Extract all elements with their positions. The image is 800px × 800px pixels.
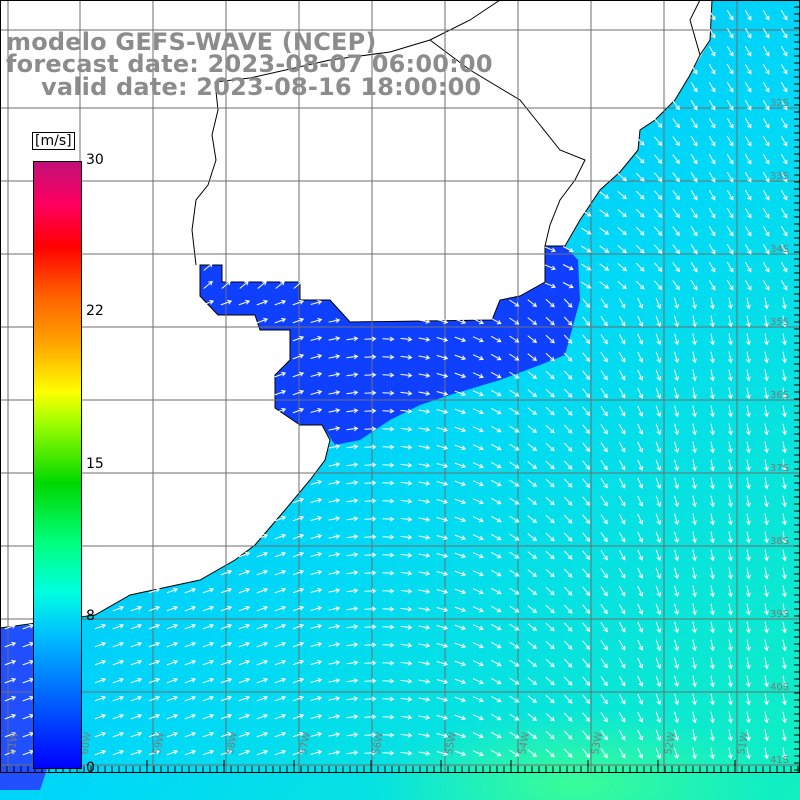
lon-label-55W: 55W [444,731,459,755]
colorbar [33,161,82,769]
colorbar-tick-8: 8 [86,608,95,624]
graticule [0,0,800,772]
lon-label-57W: 57W [298,731,313,755]
lat-label-34S: 34S [770,244,789,255]
colorbar-tick-15: 15 [86,456,104,472]
lon-label-61W: 61W [6,731,21,755]
lat-label-33S: 33S [770,171,789,182]
colorbar-tick-30: 30 [86,152,104,168]
lon-label-52W: 52W [663,731,678,755]
lat-label-36S: 36S [770,390,789,401]
valid-date: valid date: 2023-08-16 18:00:00 [41,73,482,101]
forecast-date: forecast date: 2023-08-07 06:00:00 [6,50,493,78]
lon-label-51W: 51W [736,731,751,755]
longitude-labels: 61W 60W 59W 58W 57W 56W 55W 54W 53W 52W 51W [6,731,751,755]
lon-label-56W: 56W [371,731,386,755]
lat-label-39S: 39S [770,609,789,620]
lat-label-40S: 40S [770,682,789,693]
lat-label-38S: 38S [770,536,789,547]
colorbar-tick-0: 0 [86,760,95,776]
lon-label-59W: 59W [152,731,167,755]
lon-label-53W: 53W [590,731,605,755]
lat-label-32S: 32S [770,98,789,109]
lat-label-37S: 37S [770,463,789,474]
lat-label-41S: 41S [770,755,789,766]
lon-label-54W: 54W [517,731,532,755]
wind-vectors [4,9,788,760]
colorbar-unit: [m/s] [32,132,75,150]
model-title: modelo GEFS-WAVE (NCEP) [6,28,377,56]
lon-label-60W: 60W [79,731,94,755]
latitude-labels: 32S 33S 34S 35S 36S 37S 38S 39S 40S 41S [770,98,789,766]
lon-label-58W: 58W [225,731,240,755]
colorbar-tick-22: 22 [86,303,104,319]
borders [191,0,701,266]
lat-label-35S: 35S [770,317,789,328]
